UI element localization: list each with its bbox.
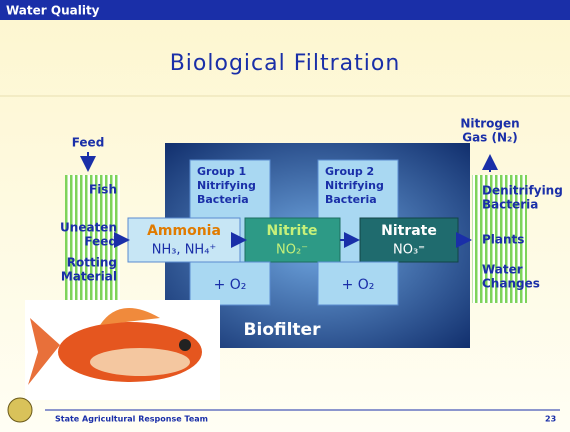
logo (8, 398, 32, 422)
sink: Denitrifying (482, 184, 563, 198)
footer-org: State Agricultural Response Team (55, 415, 208, 424)
stage-name: Nitrate (381, 223, 437, 239)
source: Fish (89, 183, 117, 197)
stage-name: Ammonia (147, 223, 221, 239)
title: Biological Filtration (170, 51, 401, 76)
sink: Water (482, 263, 523, 277)
bacteria-label: Group 1 (197, 165, 246, 178)
biofilter-label: Biofilter (244, 320, 322, 340)
source: Uneaten (60, 221, 117, 235)
source: Rotting (67, 256, 117, 270)
slide: Water Quality Biological Filtration Biof… (0, 0, 570, 432)
source: Material (61, 270, 117, 284)
bacteria-label: Group 2 (325, 165, 374, 178)
nitrogen-label: Gas (N₂) (462, 131, 518, 145)
section: Water Quality (6, 4, 100, 18)
page-number: 23 (545, 415, 556, 424)
sink: Bacteria (482, 198, 538, 212)
feed-label: Feed (72, 136, 105, 150)
bacteria-label: Bacteria (197, 193, 249, 206)
stage-formula: NO₂⁻ (276, 243, 308, 258)
bacteria-label: Nitrifying (197, 179, 256, 192)
bacteria-label: Nitrifying (325, 179, 384, 192)
oxygen-label: + O₂ (214, 277, 247, 293)
source: Feed (84, 235, 117, 249)
oxygen-label: + O₂ (342, 277, 375, 293)
stage-formula: NH₃, NH₄⁺ (152, 243, 217, 258)
stage-name: Nitrite (266, 223, 317, 239)
bacteria-label: Bacteria (325, 193, 377, 206)
sink: Changes (482, 277, 540, 291)
sink: Plants (482, 233, 524, 247)
nitrogen-label: Nitrogen (460, 117, 519, 131)
stage-formula: NO₃⁼ (393, 243, 425, 258)
